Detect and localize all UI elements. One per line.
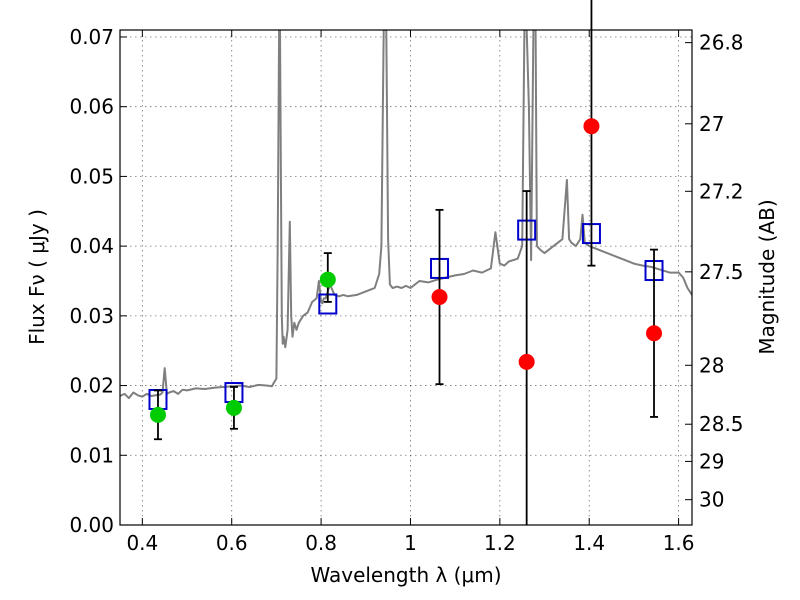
y2-tick-label: 29 xyxy=(699,449,724,473)
x-tick-label: 0.6 xyxy=(216,531,248,555)
y2-tick-label: 26.8 xyxy=(699,31,744,55)
grid-lines xyxy=(120,30,692,525)
detection-point xyxy=(225,399,242,416)
y-tick-label: 0.01 xyxy=(69,443,114,467)
y2-tick-label: 28.5 xyxy=(699,412,744,436)
y2-tick-label: 27 xyxy=(699,112,724,136)
y-tick-label: 0.06 xyxy=(69,95,114,119)
measurement-point xyxy=(431,289,448,306)
y2-axis-label: Magnitude (AB) xyxy=(755,199,779,354)
y2-tick-label: 27.5 xyxy=(699,260,744,284)
x-tick-label: 1.6 xyxy=(663,531,695,555)
x-tick-label: 1.4 xyxy=(573,531,605,555)
measurement-point xyxy=(646,325,663,342)
detection-point xyxy=(149,406,166,423)
y2-tick-label: 28 xyxy=(699,353,724,377)
spectrum-line xyxy=(120,30,692,400)
x-tick-label: 1.2 xyxy=(484,531,516,555)
y-tick-label: 0.03 xyxy=(69,304,114,328)
x-tick-label: 0.4 xyxy=(126,531,158,555)
x-axis-label: Wavelength λ (μm) xyxy=(310,563,501,587)
detection-point xyxy=(319,271,336,288)
data-layer xyxy=(120,30,692,400)
y-tick-label: 0.05 xyxy=(69,164,114,188)
errorbar-layer xyxy=(148,0,664,525)
axis-ticks: 0.4 0.6 0.8 1 1.2 1.4 1.6 0.00 0.01 0.02 0.03 0.04 0… xyxy=(69,25,743,555)
y-axis-label: Flux Fν ( μJy ) xyxy=(25,209,49,345)
y-tick-label: 0.04 xyxy=(69,234,114,258)
y-tick-label: 0.00 xyxy=(69,513,114,537)
y-tick-label: 0.02 xyxy=(69,374,114,398)
measurement-point xyxy=(583,118,600,135)
y-tick-label: 0.07 xyxy=(69,25,114,49)
y2-tick-label: 30 xyxy=(699,488,724,512)
measurement-point xyxy=(518,353,535,370)
plot-frame xyxy=(119,29,693,526)
plot-background xyxy=(120,30,692,525)
y2-tick-label: 27.2 xyxy=(699,179,744,203)
x-tick-label: 1 xyxy=(404,531,417,555)
x-tick-label: 0.8 xyxy=(305,531,337,555)
